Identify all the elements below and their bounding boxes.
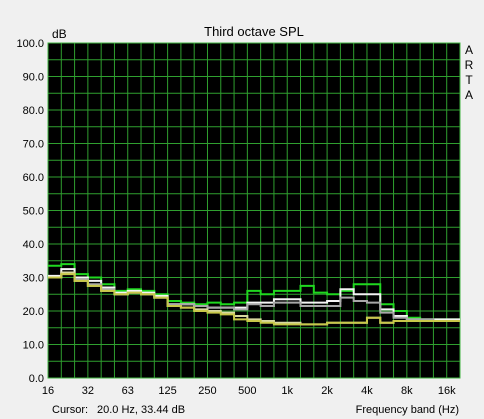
series-line-5 — [48, 273, 460, 326]
x-tick-label: 1k — [281, 385, 293, 397]
chart-title: Third octave SPL — [204, 24, 304, 39]
y-axis-ticks: 0.0 10.0 20.0 30.0 40.0 50.0 60.0 70.0 80.0 90.0 1… — [16, 38, 44, 385]
y-tick-label: 70.0 — [23, 139, 44, 151]
x-tick-label: 500 — [238, 385, 256, 397]
y-tick-label: 80.0 — [23, 105, 44, 117]
x-tick-label: 16k — [438, 385, 456, 397]
x-tick-label: 16 — [42, 385, 54, 397]
x-tick-label: 125 — [158, 385, 176, 397]
y-tick-label: 40.0 — [23, 239, 44, 251]
y-tick-label: 100.0 — [16, 38, 44, 50]
x-tick-label: 2k — [321, 385, 333, 397]
y-axis-unit: dB — [52, 27, 67, 41]
series-layer — [48, 263, 460, 326]
cursor-label: Cursor: — [52, 404, 88, 416]
x-tick-label: 4k — [361, 385, 373, 397]
x-axis-label: Frequency band (Hz) — [356, 404, 459, 416]
y-tick-label: 90.0 — [23, 72, 44, 84]
grid-lines — [47, 42, 461, 379]
series-line-3 — [48, 271, 460, 323]
x-tick-label: 8k — [401, 385, 413, 397]
x-tick-label: 63 — [122, 385, 134, 397]
y-tick-label: 50.0 — [23, 206, 44, 218]
y-tick-label: 30.0 — [23, 273, 44, 285]
y-tick-label: 20.0 — [23, 306, 44, 318]
plot-border — [47, 42, 461, 379]
x-tick-label: 250 — [198, 385, 216, 397]
cursor-readout: 20.0 Hz, 33.44 dB — [97, 404, 185, 416]
x-tick-label: 32 — [82, 385, 94, 397]
y-tick-label: 0.0 — [29, 373, 44, 385]
x-axis-ticks: 16 32 63 125 250 500 1k 2k 4k 8k 16k — [42, 385, 456, 397]
y-tick-label: 60.0 — [23, 172, 44, 184]
y-tick-label: 10.0 — [23, 340, 44, 352]
